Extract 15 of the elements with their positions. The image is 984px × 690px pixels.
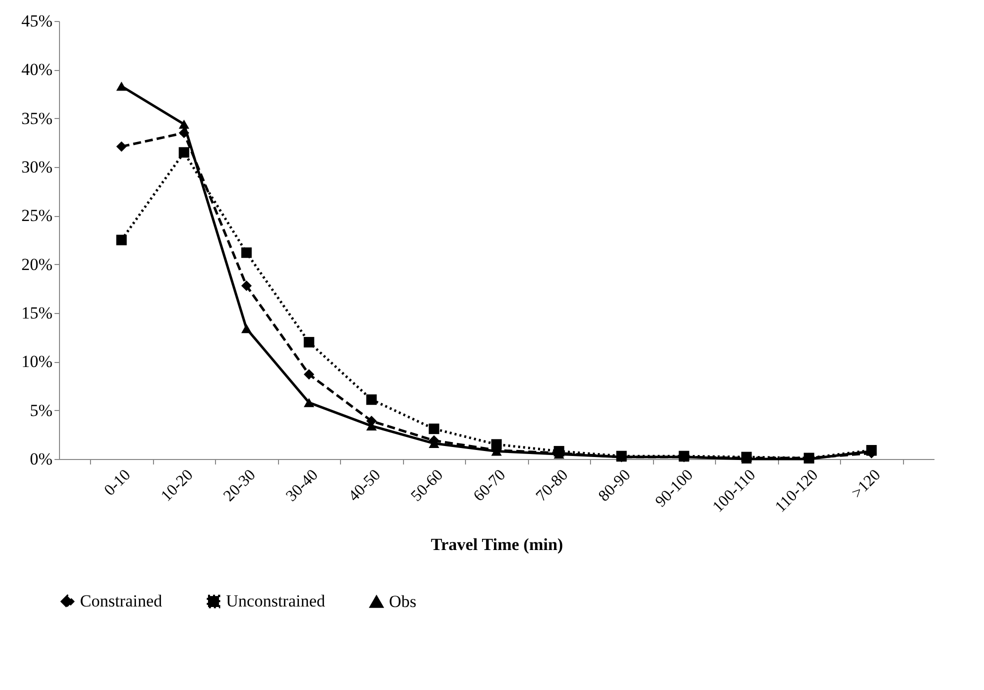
y-tick-label: 0% xyxy=(30,450,52,468)
x-tick-label: 0-10 xyxy=(101,466,134,500)
legend-label: Constrained xyxy=(80,592,163,611)
y-tick-label: 35% xyxy=(21,108,52,128)
legend-label: Obs xyxy=(389,592,416,611)
y-tick-label: 25% xyxy=(21,206,52,226)
y-tick-label: 45% xyxy=(21,12,52,30)
legend-label: Unconstrained xyxy=(226,592,326,611)
y-tick-label: 20% xyxy=(21,254,52,274)
y-tick-label: 5% xyxy=(30,400,52,420)
y-tick-label: 40% xyxy=(21,60,52,80)
y-tick-label: 15% xyxy=(21,304,52,322)
y-tick-label: 30% xyxy=(21,158,52,176)
y-tick-label: 10% xyxy=(21,352,52,372)
x-axis-title: Travel Time (min) xyxy=(430,535,564,554)
